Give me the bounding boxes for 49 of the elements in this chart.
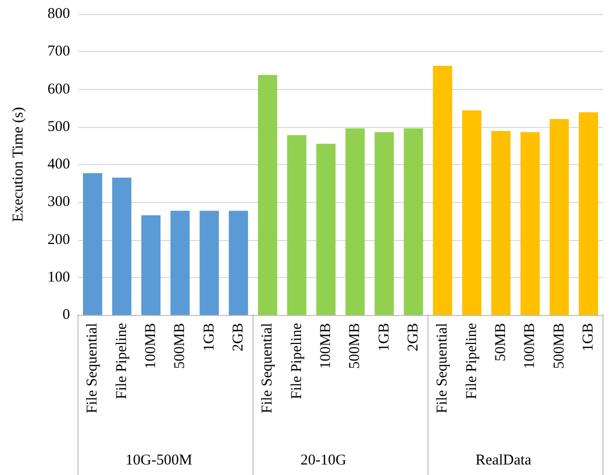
x-tick-label: File Pipeline xyxy=(114,322,130,400)
bar xyxy=(112,178,132,315)
y-tick-label: 600 xyxy=(48,81,70,98)
x-tick-label: 1GB xyxy=(376,323,392,352)
y-tick-label: 200 xyxy=(48,232,70,248)
x-tick-label: 1GB xyxy=(201,323,218,352)
y-tick-label: 700 xyxy=(48,44,70,60)
y-tick-label: 400 xyxy=(48,156,70,172)
bar xyxy=(520,132,540,315)
x-tick-label: 50MB xyxy=(492,323,509,362)
x-tick-label: File Sequential xyxy=(260,323,276,414)
x-tick-label: 2GB xyxy=(230,323,246,352)
y-tick-label: 100 xyxy=(48,269,70,286)
bar xyxy=(258,74,278,315)
x-tick-label: 500MB xyxy=(172,323,188,369)
bar xyxy=(316,144,336,315)
y-tick-label: 500 xyxy=(48,118,70,135)
bar xyxy=(345,128,365,315)
bar xyxy=(82,173,102,315)
y-tick-label: 800 xyxy=(48,6,70,22)
bar xyxy=(550,118,569,315)
x-tick-label: File Pipeline xyxy=(464,322,480,400)
x-tick-label: 100MB xyxy=(522,323,538,369)
bar xyxy=(491,131,511,315)
bar xyxy=(578,112,598,315)
bar xyxy=(462,110,482,315)
x-tick-label: 2GB xyxy=(405,323,422,352)
bar xyxy=(170,210,190,315)
bar xyxy=(200,210,219,315)
y-tick-label: 300 xyxy=(48,194,70,210)
x-tick-label: File Sequential xyxy=(434,323,451,414)
x-tick-label: 1GB xyxy=(580,323,596,352)
x-tick-label: 100MB xyxy=(142,323,159,369)
x-tick-label: 500MB xyxy=(347,323,364,369)
x-tick-label: File Pipeline xyxy=(288,322,305,400)
x-tick-label: 100MB xyxy=(318,323,334,369)
bar xyxy=(228,210,248,315)
y-tick-label: 0 xyxy=(62,307,70,323)
text: 10G-500M xyxy=(126,452,192,468)
x-tick-label: File Sequential xyxy=(84,323,101,414)
bar xyxy=(374,132,394,315)
bar xyxy=(404,128,424,315)
bar xyxy=(141,215,161,315)
text: RealData xyxy=(476,452,532,468)
text: 20-10G xyxy=(300,452,346,468)
bar xyxy=(432,66,452,315)
y-axis-title: Execution Time (s) xyxy=(10,107,26,222)
bar xyxy=(287,135,306,315)
x-tick-label: 500MB xyxy=(551,323,568,369)
